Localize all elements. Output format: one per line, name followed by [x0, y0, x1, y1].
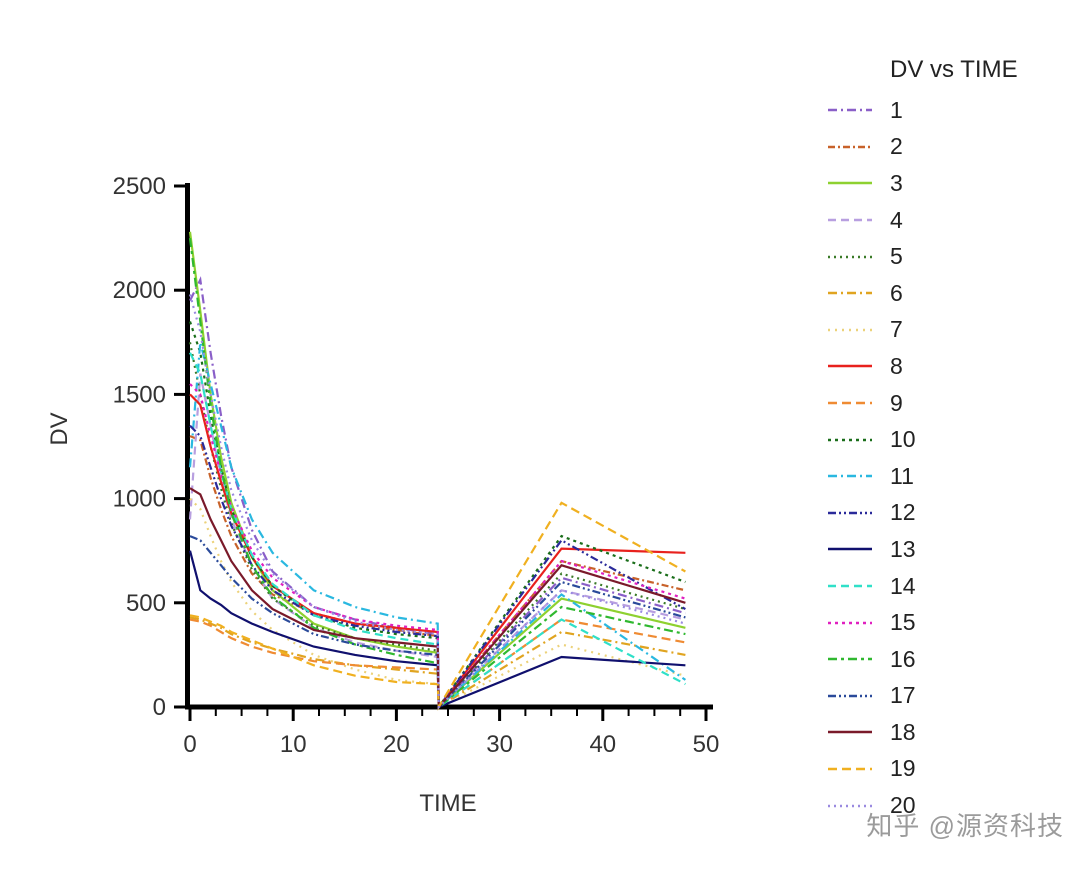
legend-label: 16 [890, 645, 916, 672]
legend-item-3: 3 [826, 165, 1066, 202]
legend-item-14: 14 [826, 568, 1066, 605]
x-tick-label: 30 [486, 731, 513, 758]
legend-items: 1 2 3 4 5 6 7 8 9 10 11 12 13 14 15 16 17 18 19 20 [826, 92, 1066, 824]
legend-label: 5 [890, 243, 903, 270]
x-tick-label: 40 [589, 731, 616, 758]
legend-label: 14 [890, 572, 916, 599]
y-tick-label: 500 [126, 590, 166, 617]
legend-line-sample [828, 292, 872, 295]
legend-item-13: 13 [826, 531, 1066, 568]
legend-line-sample [828, 548, 872, 551]
legend-label: 11 [890, 462, 914, 489]
legend-label: 18 [890, 718, 916, 745]
legend-line-sample [828, 145, 872, 149]
legend-item-12: 12 [826, 495, 1066, 532]
legend-title: DV vs TIME [890, 56, 1018, 83]
legend-label: 6 [890, 279, 903, 306]
legend-line-sample [828, 731, 872, 734]
legend-label: 17 [890, 682, 916, 709]
legend-line-sample [828, 657, 872, 661]
legend-item-9: 9 [826, 385, 1066, 422]
series-line-12 [189, 424, 686, 711]
series-line-6 [189, 616, 686, 709]
watermark: 知乎 @源资科技 [866, 811, 1064, 841]
y-tick-label: 1000 [113, 486, 166, 513]
legend-line-sample [828, 621, 872, 624]
y-tick-label: 2000 [113, 277, 166, 304]
legend-item-1: 1 [826, 92, 1066, 129]
legend-line-sample [828, 328, 872, 332]
legend-line-sample [828, 474, 872, 478]
legend-line-sample [828, 182, 872, 185]
legend-item-2: 2 [826, 129, 1066, 166]
legend-line-sample [828, 255, 872, 258]
x-tick-label: 10 [280, 731, 307, 758]
legend-item-8: 8 [826, 348, 1066, 385]
legend-line-sample [828, 511, 872, 515]
legend-label: 7 [890, 316, 903, 343]
legend-label: 8 [890, 352, 903, 379]
legend-item-6: 6 [826, 275, 1066, 312]
series-line-20 [188, 294, 686, 710]
x-tick-label: 50 [693, 731, 720, 758]
x-tick-label: 20 [383, 731, 410, 758]
legend-line-sample [828, 218, 872, 222]
legend-line-sample [828, 804, 872, 807]
y-tick-label: 1500 [113, 381, 166, 408]
legend-label: 19 [890, 755, 916, 782]
series-line-14 [189, 352, 686, 710]
legend-line-sample [828, 365, 872, 368]
series-line-18 [189, 487, 686, 710]
y-tick-label: 2500 [113, 173, 166, 200]
legend-label: 15 [890, 609, 916, 636]
legend-item-7: 7 [826, 312, 1066, 349]
legend-item-15: 15 [826, 604, 1066, 641]
legend-label: 12 [890, 499, 916, 526]
legend: DV vs TIME 1 2 3 4 5 6 7 8 9 10 11 12 13 14 15 16 17 18 19… [826, 56, 1066, 824]
legend-item-18: 18 [826, 714, 1066, 751]
x-axis-title: TIME [419, 790, 477, 817]
legend-item-17: 17 [826, 678, 1066, 715]
legend-label: 9 [890, 389, 903, 416]
y-axis-title: DV [46, 412, 73, 446]
legend-label: 13 [890, 535, 916, 562]
legend-label: 20 [890, 792, 916, 819]
legend-line-sample [828, 584, 872, 588]
legend-line-sample [828, 438, 872, 441]
legend-label: 1 [890, 96, 903, 123]
legend-item-5: 5 [826, 238, 1066, 275]
legend-item-11: 11 [826, 458, 1066, 495]
legend-label: 2 [890, 133, 903, 160]
legend-item-10: 10 [826, 421, 1066, 458]
legend-item-4: 4 [826, 202, 1066, 239]
legend-item-19: 19 [826, 751, 1066, 788]
series-line-10 [188, 321, 686, 711]
legend-line-sample [828, 401, 872, 405]
legend-item-20: 20 [826, 787, 1066, 824]
legend-item-16: 16 [826, 641, 1066, 678]
x-tick-label: 0 [183, 731, 196, 758]
legend-line-sample [828, 694, 872, 698]
legend-label: 4 [890, 206, 903, 233]
legend-line-sample [828, 109, 872, 112]
series-line-17 [189, 535, 686, 710]
y-tick-label: 0 [153, 694, 166, 721]
legend-label: 3 [890, 169, 903, 196]
legend-label: 10 [890, 426, 916, 453]
legend-line-sample [828, 767, 872, 771]
